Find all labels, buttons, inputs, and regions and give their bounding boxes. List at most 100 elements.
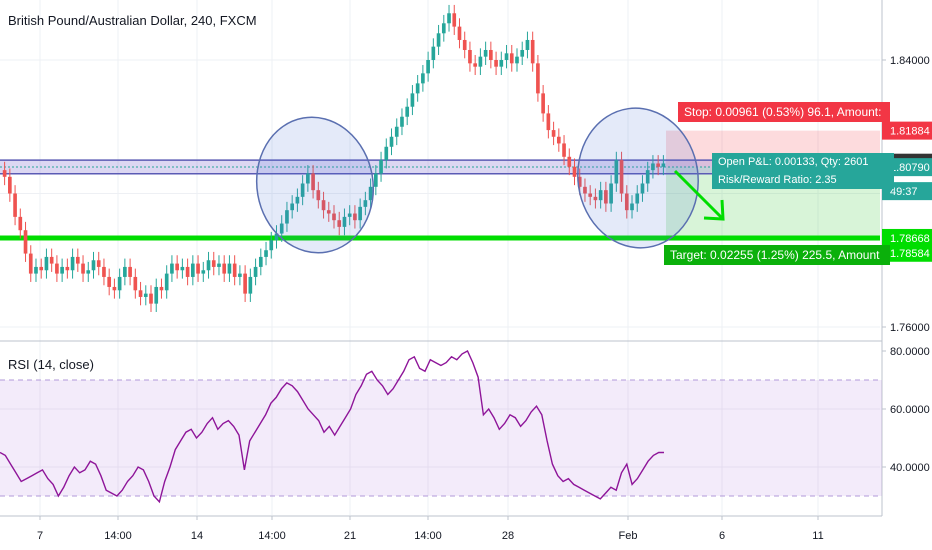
candle-body [489, 49, 493, 60]
candle-body [604, 190, 608, 204]
candle-body [196, 263, 200, 274]
candle-body [65, 266, 70, 271]
candle-body [347, 213, 352, 217]
candle-body [373, 173, 378, 187]
candle-body [81, 263, 85, 274]
price-tag-label: 1.80790 [890, 162, 930, 174]
rsi-band-fill [0, 380, 882, 496]
candle-body [222, 263, 227, 274]
price-tag [882, 243, 932, 262]
candle-body [394, 126, 399, 137]
candle-body [609, 183, 613, 204]
candle-body [311, 173, 315, 191]
candle-body [232, 263, 237, 277]
candle-body [211, 260, 216, 267]
candle-body [191, 263, 195, 277]
candle-body [525, 39, 530, 50]
candle-body [577, 176, 582, 187]
ellipse-left [255, 116, 375, 254]
candle-body [201, 270, 206, 274]
candle-body [426, 60, 430, 74]
chart-title: British Pound/Australian Dollar, 240, FX… [8, 13, 257, 28]
candle-body [630, 203, 634, 211]
candle-body [279, 223, 284, 234]
rsi-y-tick-label: 40.0000 [890, 462, 930, 474]
candle-body [447, 13, 451, 24]
candle-body [159, 286, 164, 291]
candle-body [337, 220, 342, 227]
green-arrow [673, 169, 724, 220]
ellipse-right [577, 107, 699, 249]
candle-body [49, 256, 54, 264]
candle-body [117, 276, 122, 291]
x-tick-label: 14:00 [104, 530, 132, 542]
candle-body [353, 213, 357, 221]
candle-body [306, 173, 310, 184]
candle-body [556, 136, 561, 144]
candle-body [499, 60, 504, 67]
candle-body [332, 213, 336, 221]
candle-body [536, 63, 540, 94]
candle-body [75, 256, 80, 264]
candle-body [656, 163, 660, 167]
target-label: Target: 0.02255 (1.25%) 225.5, Amount [664, 245, 890, 265]
candles-group [2, 4, 666, 312]
stop-label: Stop: 0.00961 (0.53%) 96.1, Amount: [678, 102, 890, 122]
candle-body [44, 256, 49, 271]
price-tag-label: 1.78584 [890, 248, 930, 260]
candle-body [269, 240, 274, 251]
candle-body [452, 13, 457, 27]
candle-body [154, 286, 159, 304]
candle-body [436, 33, 441, 47]
candle-body [415, 83, 420, 94]
candle-body [185, 266, 190, 277]
candle-body [473, 63, 477, 67]
candle-body [635, 193, 640, 204]
candle-body [546, 113, 551, 131]
candle-body [149, 293, 153, 304]
candle-body [651, 163, 655, 171]
candle-body [441, 23, 446, 34]
candle-body [619, 160, 624, 194]
candle-body [462, 39, 467, 50]
candle-body [253, 266, 258, 277]
candle-body [483, 49, 488, 57]
candle-body [368, 186, 373, 201]
candle-body [316, 190, 321, 201]
candle-body [562, 143, 566, 157]
candle-body [457, 26, 462, 40]
rsi-y-tick-label: 60.0000 [890, 404, 930, 416]
candle-body [295, 196, 300, 204]
candle-body [384, 146, 389, 161]
candle-body [431, 46, 436, 60]
candle-body [70, 256, 75, 271]
candle-body [96, 260, 101, 267]
candle-body [583, 186, 587, 194]
candle-body [91, 260, 96, 271]
x-tick-label: Feb [619, 530, 638, 542]
candle-body [285, 210, 289, 224]
candle-body [248, 276, 253, 294]
candle-body [321, 200, 326, 211]
candle-body [243, 273, 247, 294]
candle-body [18, 216, 23, 231]
candle-body [421, 73, 425, 84]
price-tag [882, 182, 932, 201]
candle-body [593, 196, 598, 201]
candle-body [23, 230, 28, 254]
candle-body [410, 93, 415, 107]
candle-body [28, 253, 33, 274]
candle-body [39, 266, 44, 271]
candle-body [530, 39, 535, 64]
candle-body [143, 293, 148, 297]
candle-body [180, 266, 185, 271]
risk-reward-label: Risk/Reward Ratio: 2.35 [712, 171, 894, 189]
candle-body [112, 286, 117, 291]
candle-body [541, 93, 545, 114]
price-tag [882, 228, 932, 247]
x-tick-label: 14:00 [258, 530, 286, 542]
candle-body [13, 193, 17, 217]
x-tick-label: 6 [719, 530, 725, 542]
candle-body [588, 193, 593, 197]
